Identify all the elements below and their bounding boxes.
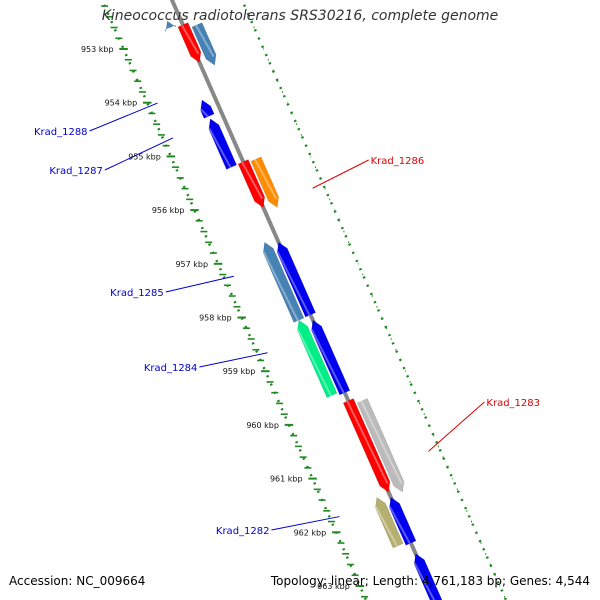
kbp-tick-label: 953 kbp [81, 45, 114, 54]
gene-feature[interactable] [276, 241, 316, 318]
genome-title: Kineococcus radiotolerans SRS30216, comp… [101, 8, 499, 24]
gene-feature[interactable] [413, 553, 444, 600]
gene-highlight [208, 127, 232, 169]
gene-arrow[interactable] [389, 496, 417, 546]
gene-arrow[interactable] [297, 319, 338, 398]
genome-summary-text: Topology: linear; Length: 4,761,183 bp; … [270, 574, 590, 588]
gene-krad_1287[interactable] [208, 118, 237, 170]
gene-krad_1284[interactable] [296, 319, 338, 398]
gene-highlight [200, 108, 209, 118]
gene-arrow[interactable] [200, 99, 215, 119]
gene-arrow[interactable] [191, 22, 217, 66]
kbp-tick-label: 954 kbp [105, 99, 138, 108]
label-connector [271, 516, 340, 531]
gene-highlight [262, 251, 299, 322]
gene-label[interactable]: Krad_1287 [49, 166, 103, 177]
label-connector [199, 352, 268, 368]
gene-arrow[interactable] [237, 159, 265, 208]
gene-highlight [195, 24, 215, 58]
gene-highlight [310, 329, 345, 394]
gene-highlight [413, 562, 436, 600]
gene-feature[interactable] [237, 159, 265, 208]
gene-feature[interactable] [191, 22, 217, 66]
gene-feature[interactable] [388, 496, 417, 546]
gene-highlight [254, 159, 278, 200]
gene-arrow[interactable] [177, 22, 202, 63]
gene-krad_1283[interactable] [356, 398, 405, 493]
gene-label[interactable]: Krad_1285 [110, 288, 164, 299]
kbp-tick-label: 956 kbp [152, 206, 185, 215]
kbp-tick-label: 961 kbp [270, 475, 303, 484]
right-track-guide [240, 0, 508, 600]
accession-text: Accession: NC_009664 [9, 574, 146, 588]
kbp-tick-label: 957 kbp [175, 260, 208, 269]
gene-highlight [276, 251, 311, 316]
gene-highlight [181, 24, 200, 55]
gene-label[interactable]: Krad_1288 [34, 127, 88, 138]
label-connector [428, 401, 485, 452]
gene-labels: Krad_1288 Krad_1287 Krad_1286 Krad_1285 Krad… [34, 102, 540, 537]
kbp-tick-label: 963 kbp [317, 582, 350, 591]
gene-arrow[interactable] [311, 319, 351, 396]
gene-krad_1288[interactable] [200, 99, 215, 119]
kbp-ticks: 953 kbp 954 kbp 955 kbp 956 kbp 957 kbp 958 k… [81, 5, 506, 598]
gene-label[interactable]: Krad_1286 [371, 156, 425, 167]
gene-highlight [296, 329, 332, 397]
gene-highlight [360, 400, 403, 484]
gene-highlight [374, 506, 398, 547]
kbp-tick-label: 962 kbp [294, 528, 327, 537]
gene-arrow[interactable] [413, 553, 444, 600]
gene-label[interactable]: Krad_1284 [144, 363, 198, 374]
gene-feature[interactable] [164, 20, 177, 33]
kbp-tick-label: 955 kbp [128, 152, 161, 161]
gene-feature[interactable] [310, 319, 351, 396]
kbp-tick-label: 960 kbp [246, 421, 279, 430]
gene-label[interactable]: Krad_1283 [486, 398, 540, 409]
kbp-tick-label: 959 kbp [223, 367, 256, 376]
gene-features [164, 20, 444, 600]
gene-label[interactable]: Krad_1282 [216, 526, 270, 537]
gene-feature[interactable] [342, 398, 391, 493]
label-connector [312, 159, 369, 189]
gene-krad_1286[interactable] [250, 156, 279, 208]
gene-feature[interactable] [177, 22, 202, 63]
label-connector [165, 275, 234, 293]
label-connector [104, 137, 174, 171]
gene-krad_1282[interactable] [374, 496, 404, 549]
label-connector [89, 102, 158, 132]
gene-arrow[interactable] [164, 20, 177, 33]
left-track-guide [100, 0, 368, 600]
gene-arrow[interactable] [208, 118, 237, 170]
gene-arrow[interactable] [276, 241, 316, 318]
gene-arrow[interactable] [375, 496, 404, 549]
gene-arrow[interactable] [342, 398, 391, 493]
gene-arrow[interactable] [250, 156, 279, 208]
kbp-tick-label: 958 kbp [199, 314, 232, 323]
gene-highlight [165, 27, 170, 32]
gene-highlight [241, 161, 264, 200]
gene-highlight [346, 400, 389, 484]
gene-arrow[interactable] [356, 398, 405, 493]
gene-highlight [388, 506, 411, 544]
